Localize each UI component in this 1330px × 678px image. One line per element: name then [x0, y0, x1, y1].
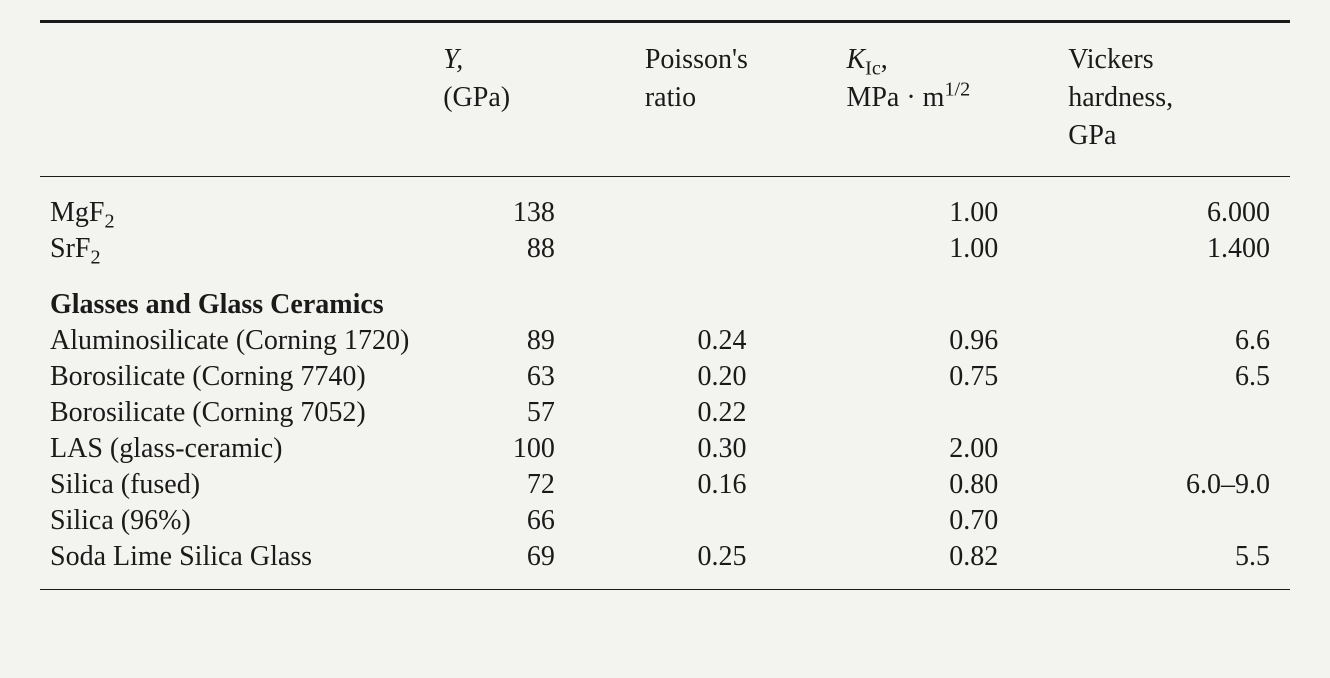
header-row: Y, (GPa) Poisson's ratio KIc, MPa · m1/2…	[40, 22, 1290, 177]
y-cell: 63	[443, 359, 645, 395]
header-vickers-line2: hardness,	[1068, 82, 1173, 113]
material-text: SrF	[50, 233, 90, 264]
y-cell: 88	[443, 231, 645, 267]
poisson-cell: 0.24	[645, 323, 847, 359]
table-row: Soda Lime Silica Glass 69 0.25 0.82 5.5	[40, 539, 1290, 590]
vickers-cell: 5.5	[1068, 539, 1290, 590]
header-y-line1: Y,	[443, 44, 463, 75]
material-cell: MgF2	[40, 177, 443, 232]
material-cell: Soda Lime Silica Glass	[40, 539, 443, 590]
vickers-cell: 6.000	[1068, 177, 1290, 232]
y-cell: 138	[443, 177, 645, 232]
poisson-cell: 0.16	[645, 467, 847, 503]
vickers-cell: 6.6	[1068, 323, 1290, 359]
kic-cell	[846, 395, 1068, 431]
table-row: LAS (glass-ceramic) 100 0.30 2.00	[40, 431, 1290, 467]
section-header-cell: Glasses and Glass Ceramics	[40, 267, 1290, 323]
kic-cell: 1.00	[846, 231, 1068, 267]
material-cell: Silica (fused)	[40, 467, 443, 503]
y-cell: 57	[443, 395, 645, 431]
header-kic-sym: K	[846, 44, 865, 75]
poisson-cell: 0.20	[645, 359, 847, 395]
header-vickers: Vickers hardness, GPa	[1068, 22, 1290, 177]
material-cell: Borosilicate (Corning 7052)	[40, 395, 443, 431]
table-row: Borosilicate (Corning 7052) 57 0.22	[40, 395, 1290, 431]
header-vickers-line3: GPa	[1068, 120, 1116, 151]
y-cell: 72	[443, 467, 645, 503]
material-cell: LAS (glass-ceramic)	[40, 431, 443, 467]
kic-cell: 0.82	[846, 539, 1068, 590]
header-poisson-line1: Poisson's	[645, 44, 748, 75]
table-row: Aluminosilicate (Corning 1720) 89 0.24 0…	[40, 323, 1290, 359]
poisson-cell	[645, 231, 847, 267]
poisson-cell	[645, 503, 847, 539]
poisson-cell: 0.30	[645, 431, 847, 467]
material-cell: Aluminosilicate (Corning 1720)	[40, 323, 443, 359]
kic-cell: 1.00	[846, 177, 1068, 232]
poisson-cell	[645, 177, 847, 232]
table-row: SrF2 88 1.00 1.400	[40, 231, 1290, 267]
section-header-row: Glasses and Glass Ceramics	[40, 267, 1290, 323]
header-poisson-line2: ratio	[645, 82, 696, 113]
poisson-cell: 0.22	[645, 395, 847, 431]
header-poisson: Poisson's ratio	[645, 22, 847, 177]
material-text: MgF	[50, 197, 104, 228]
header-vickers-line1: Vickers	[1068, 44, 1153, 75]
header-material	[40, 22, 443, 177]
y-cell: 100	[443, 431, 645, 467]
table-row: MgF2 138 1.00 6.000	[40, 177, 1290, 232]
kic-cell: 0.75	[846, 359, 1068, 395]
header-kic-sub: Ic	[865, 58, 881, 80]
y-cell: 69	[443, 539, 645, 590]
material-sub: 2	[104, 211, 114, 233]
vickers-cell	[1068, 395, 1290, 431]
material-sub: 2	[90, 247, 100, 269]
material-cell: SrF2	[40, 231, 443, 267]
kic-cell: 0.96	[846, 323, 1068, 359]
material-cell: Silica (96%)	[40, 503, 443, 539]
kic-cell: 0.70	[846, 503, 1068, 539]
vickers-cell: 6.0–9.0	[1068, 467, 1290, 503]
header-kic-post: ,	[881, 44, 888, 75]
vickers-cell	[1068, 503, 1290, 539]
vickers-cell	[1068, 431, 1290, 467]
kic-cell: 2.00	[846, 431, 1068, 467]
vickers-cell: 1.400	[1068, 231, 1290, 267]
table-row: Silica (96%) 66 0.70	[40, 503, 1290, 539]
kic-cell: 0.80	[846, 467, 1068, 503]
material-cell: Borosilicate (Corning 7740)	[40, 359, 443, 395]
header-kic-sup: 1/2	[944, 78, 970, 100]
y-cell: 89	[443, 323, 645, 359]
poisson-cell: 0.25	[645, 539, 847, 590]
materials-properties-table: Y, (GPa) Poisson's ratio KIc, MPa · m1/2…	[40, 20, 1290, 590]
vickers-cell: 6.5	[1068, 359, 1290, 395]
header-kic: KIc, MPa · m1/2	[846, 22, 1068, 177]
table-row: Borosilicate (Corning 7740) 63 0.20 0.75…	[40, 359, 1290, 395]
y-cell: 66	[443, 503, 645, 539]
header-y: Y, (GPa)	[443, 22, 645, 177]
header-y-line2: (GPa)	[443, 82, 510, 113]
table-row: Silica (fused) 72 0.16 0.80 6.0–9.0	[40, 467, 1290, 503]
header-kic-unit: MPa · m	[846, 82, 944, 113]
